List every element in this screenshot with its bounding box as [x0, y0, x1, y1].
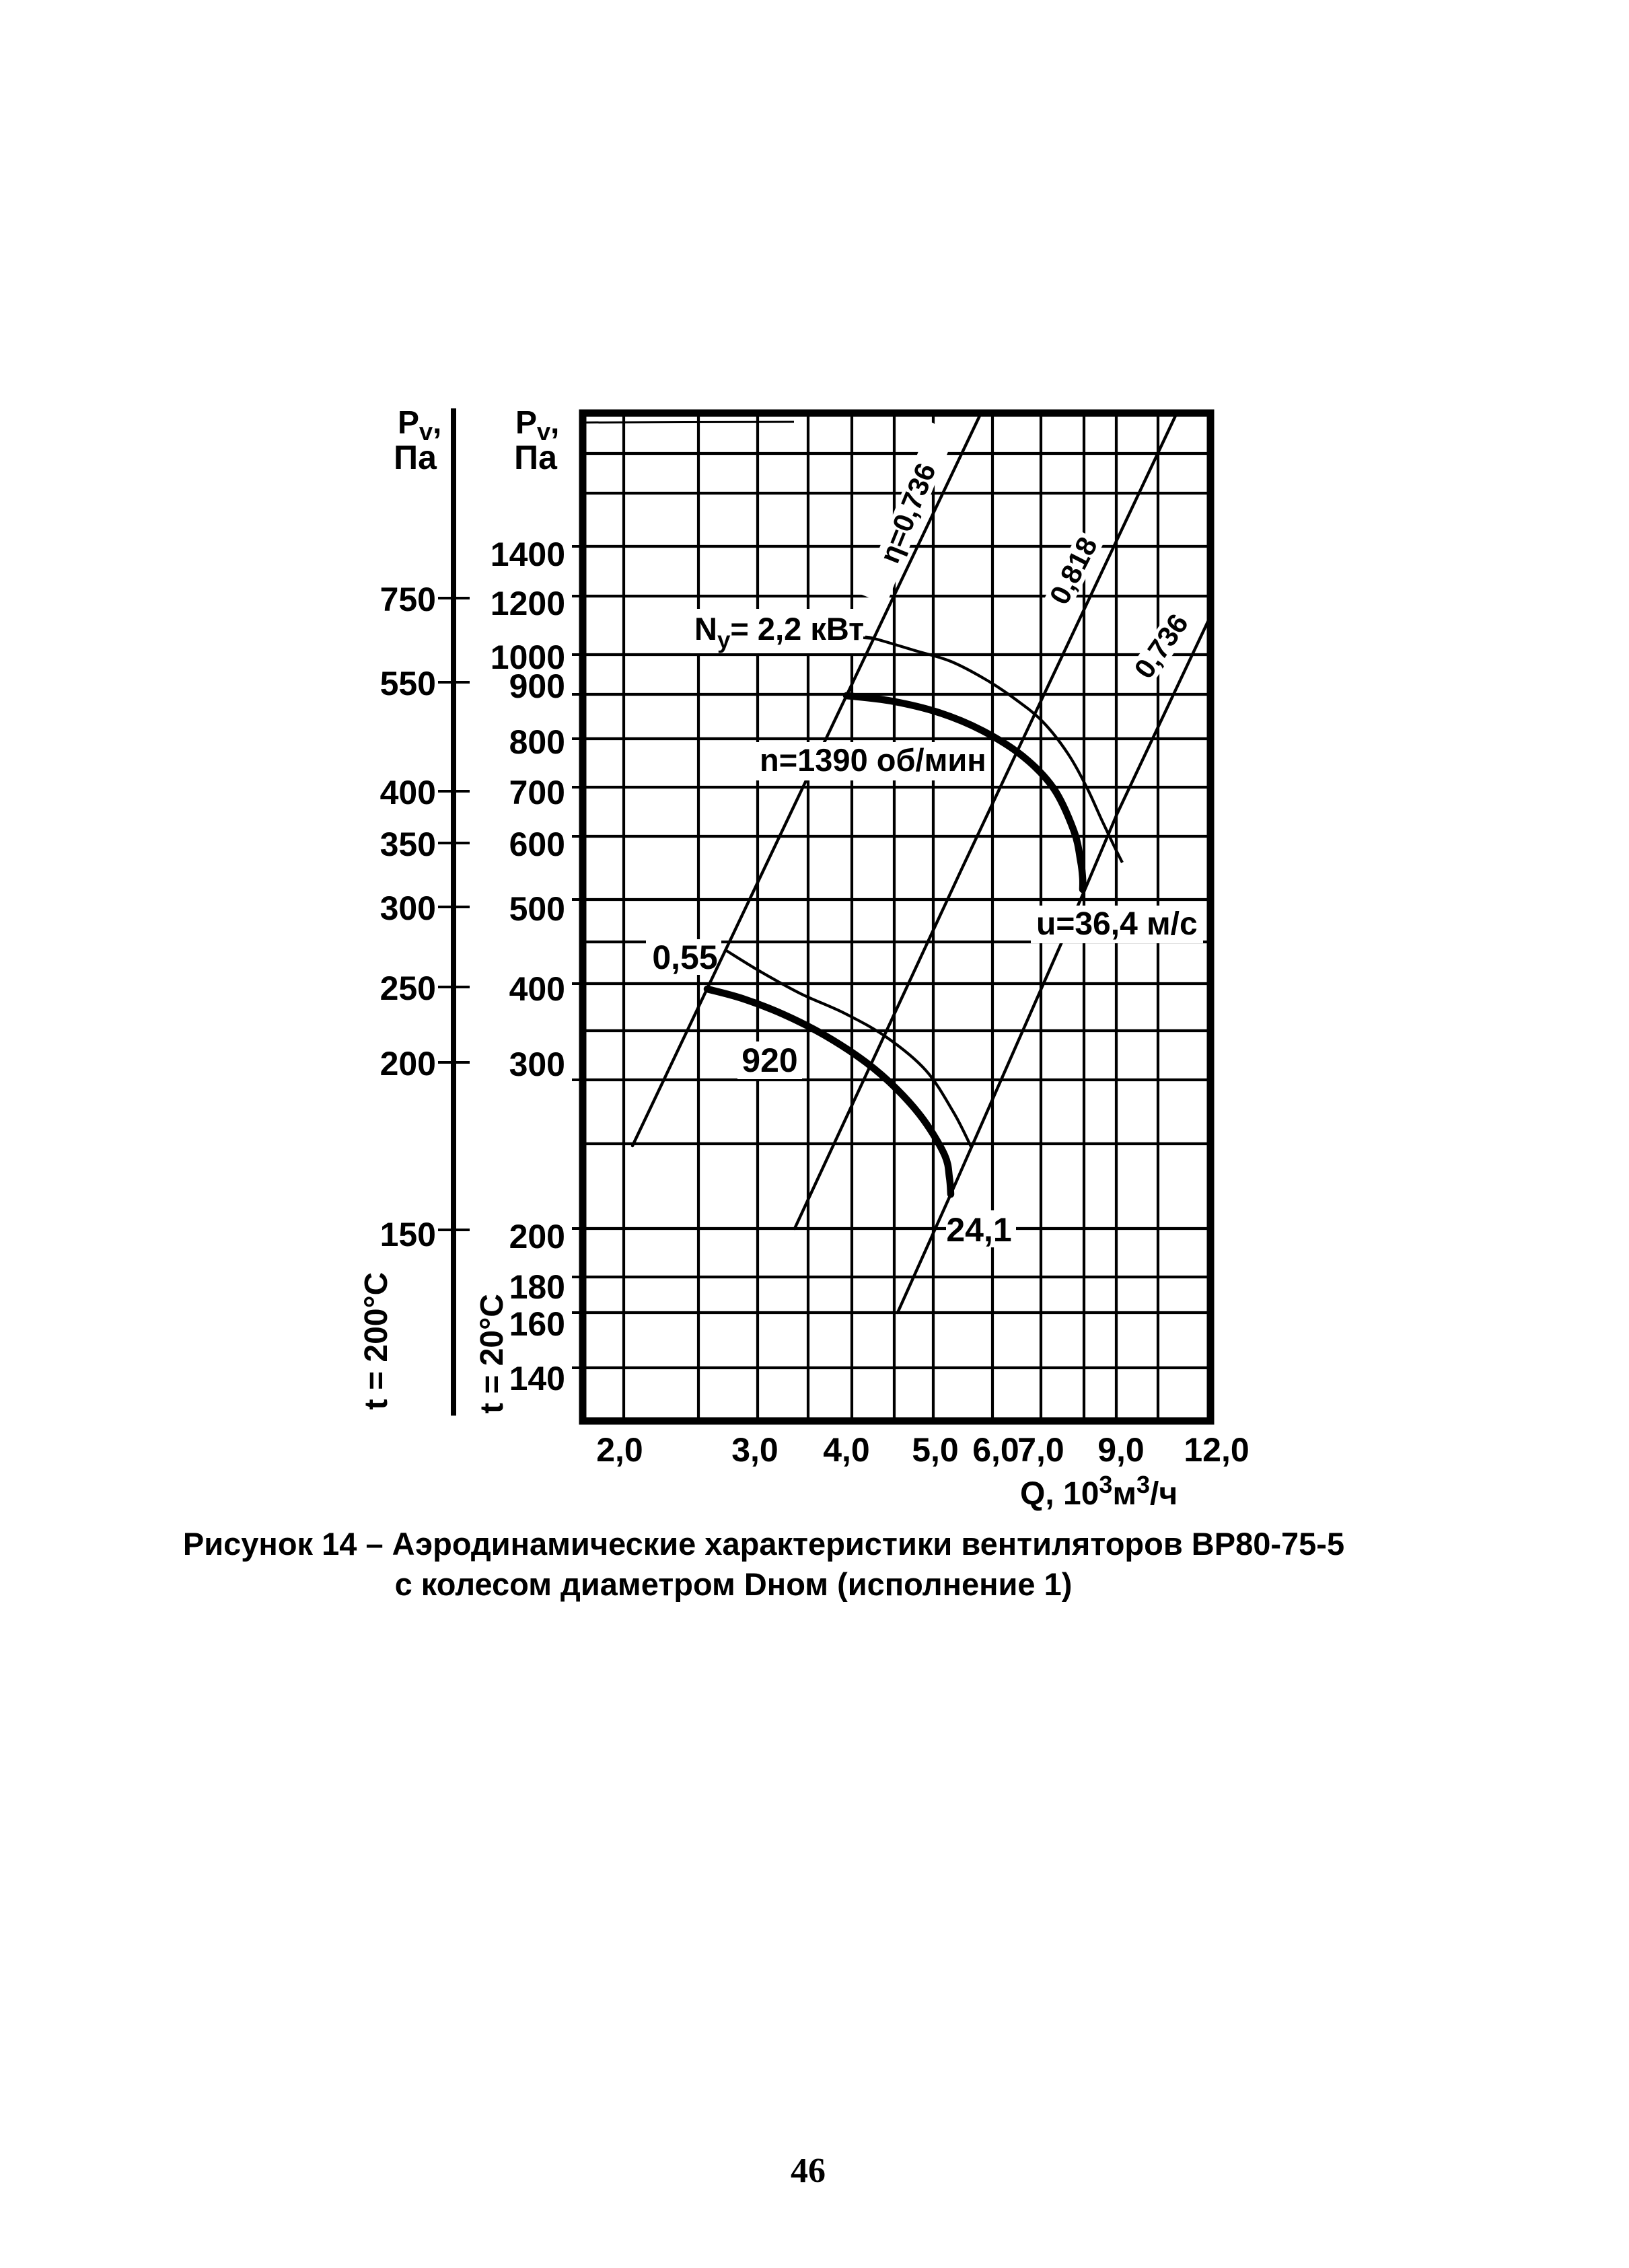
svg-text:1200: 1200	[491, 585, 565, 622]
svg-text:3,0: 3,0	[731, 1431, 779, 1469]
svg-text:с колесом диаметром Dном (испо: с колесом диаметром Dном (исполнение 1)	[395, 1566, 1073, 1602]
svg-text:5,0: 5,0	[912, 1431, 959, 1469]
svg-text:750: 750	[380, 581, 436, 618]
svg-text:1000: 1000	[491, 638, 565, 676]
svg-text:160: 160	[509, 1305, 565, 1343]
svg-text:n=1390 об/мин: n=1390 об/мин	[760, 742, 986, 778]
svg-text:Рисунок 14 – Аэродинамические: Рисунок 14 – Аэродинамические характерис…	[183, 1526, 1344, 1562]
svg-text:4,0: 4,0	[823, 1431, 870, 1469]
svg-text:800: 800	[509, 723, 565, 761]
svg-text:Pv,: Pv,	[398, 405, 441, 445]
svg-text:180: 180	[509, 1268, 565, 1306]
svg-text:350: 350	[380, 826, 436, 863]
svg-text:300: 300	[380, 889, 436, 927]
svg-text:46: 46	[791, 2152, 826, 2190]
svg-text:140: 140	[509, 1360, 565, 1397]
svg-text:Q, 103м3/ч: Q, 103м3/ч	[1020, 1471, 1178, 1512]
svg-text:1400: 1400	[491, 536, 565, 573]
svg-text:550: 550	[380, 665, 436, 702]
svg-text:12,0: 12,0	[1184, 1431, 1249, 1469]
svg-text:400: 400	[509, 970, 565, 1008]
svg-text:6,0: 6,0	[972, 1431, 1019, 1469]
svg-text:24,1: 24,1	[946, 1211, 1011, 1249]
svg-text:Па: Па	[394, 439, 437, 476]
svg-text:Ny= 2,2 кВт: Ny= 2,2 кВт	[694, 611, 864, 653]
svg-text:700: 700	[509, 774, 565, 811]
svg-text:7,0: 7,0	[1017, 1431, 1064, 1469]
svg-text:400: 400	[380, 774, 436, 811]
svg-text:150: 150	[380, 1216, 436, 1253]
svg-text:200: 200	[380, 1045, 436, 1083]
svg-text:250: 250	[380, 970, 436, 1007]
svg-text:500: 500	[509, 890, 565, 928]
svg-text:0,55: 0,55	[652, 939, 717, 976]
svg-text:200: 200	[509, 1218, 565, 1255]
svg-text:t = 20°C: t = 20°C	[474, 1294, 510, 1414]
svg-text:t = 200°C: t = 200°C	[359, 1272, 394, 1410]
svg-text:u=36,4 м/с: u=36,4 м/с	[1036, 906, 1198, 942]
svg-text:900: 900	[509, 667, 565, 705]
svg-text:9,0: 9,0	[1097, 1431, 1145, 1469]
svg-text:920: 920	[741, 1041, 797, 1079]
svg-text:300: 300	[509, 1046, 565, 1083]
svg-text:2,0: 2,0	[596, 1431, 643, 1469]
svg-text:600: 600	[509, 826, 565, 863]
svg-text:Па: Па	[514, 439, 558, 476]
